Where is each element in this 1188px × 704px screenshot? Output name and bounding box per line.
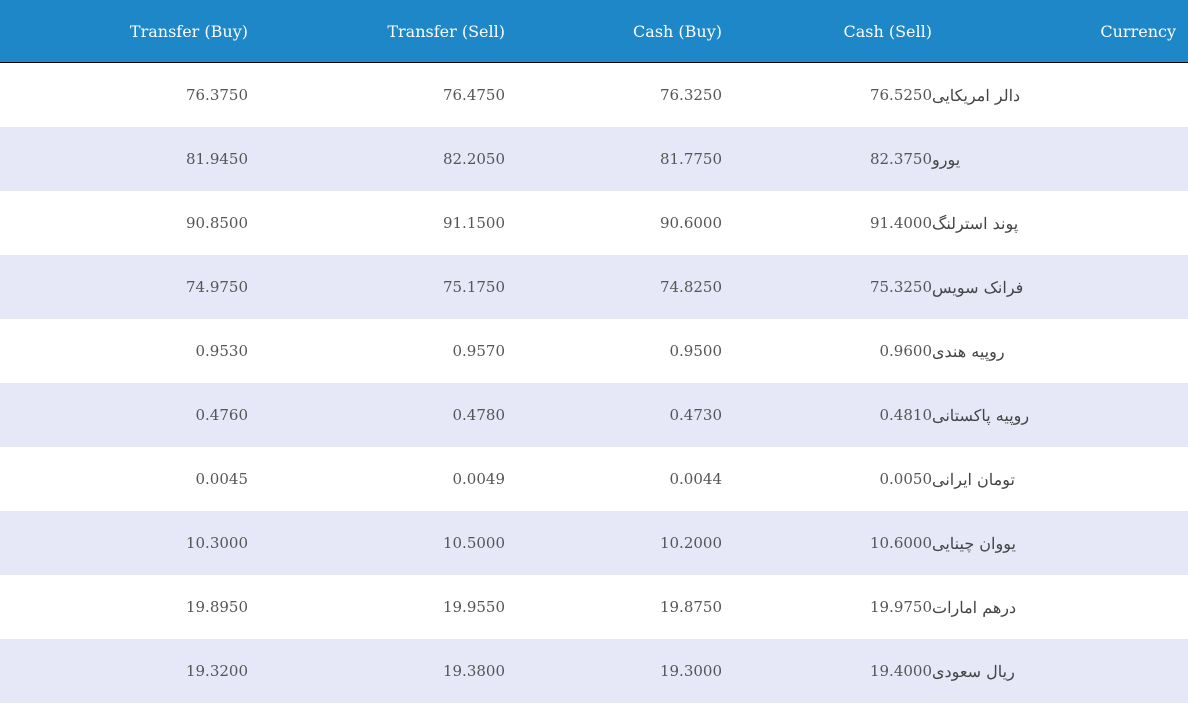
cell-transfer-buy: 0.9530	[195, 342, 249, 360]
cell-cash-sell: 10.6000	[869, 534, 932, 552]
cell-currency: تومان ایرانی	[932, 469, 1015, 489]
cell-transfer-buy: 90.8500	[185, 214, 248, 232]
cell-cash-sell: 0.4810	[879, 406, 933, 424]
cell-cash-buy: 81.7750	[659, 150, 722, 168]
cell-cash-sell: 0.0050	[879, 470, 933, 488]
cell-transfer-buy: 74.9750	[185, 278, 248, 296]
cell-cash-sell: 75.3250	[869, 278, 932, 296]
cell-transfer-sell: 10.5000	[442, 534, 505, 552]
header-cash-buy[interactable]: Cash (Buy)	[505, 0, 722, 63]
cell-transfer-sell: 19.9550	[442, 598, 505, 616]
cell-transfer-sell: 76.4750	[442, 86, 505, 104]
table-body: 76.3750 76.4750 76.3250 76.5250 دالر امر…	[0, 62, 1188, 703]
cell-currency: درهم امارات	[932, 597, 1017, 617]
cell-currency: یورو	[932, 149, 961, 169]
cell-cash-buy: 90.6000	[659, 214, 722, 232]
cell-cash-buy: 76.3250	[659, 86, 722, 104]
cell-currency: فرانک سویس	[932, 277, 1024, 297]
header-cash-sell[interactable]: Cash (Sell)	[722, 0, 932, 63]
cell-cash-buy: 10.2000	[659, 534, 722, 552]
cell-cash-buy: 0.4730	[669, 406, 723, 424]
table-row: 19.3200 19.3800 19.3000 19.4000 ریال سعو…	[0, 639, 1188, 703]
cell-currency: روپیه پاکستانی	[932, 405, 1030, 425]
cell-currency: پوند استرلنگ	[932, 213, 1019, 233]
cell-transfer-buy: 76.3750	[185, 86, 248, 104]
cell-transfer-sell: 0.9570	[452, 342, 506, 360]
cell-cash-sell: 82.3750	[869, 150, 932, 168]
cell-transfer-buy: 0.0045	[195, 470, 249, 488]
cell-transfer-sell: 0.0049	[452, 470, 506, 488]
cell-cash-sell: 19.4000	[869, 662, 932, 680]
cell-currency: ریال سعودی	[932, 661, 1015, 681]
cell-cash-buy: 19.8750	[659, 598, 722, 616]
cell-transfer-buy: 81.9450	[185, 150, 248, 168]
header-transfer-buy[interactable]: Transfer (Buy)	[0, 0, 248, 63]
table-row: 0.9530 0.9570 0.9500 0.9600 روپیه هندی	[0, 319, 1188, 383]
cell-cash-buy: 74.8250	[659, 278, 722, 296]
table-row: 10.3000 10.5000 10.2000 10.6000 یووان چی…	[0, 511, 1188, 575]
cell-transfer-sell: 91.1500	[442, 214, 505, 232]
cell-cash-buy: 0.9500	[669, 342, 723, 360]
cell-transfer-sell: 82.2050	[442, 150, 505, 168]
cell-transfer-buy: 10.3000	[185, 534, 248, 552]
cell-transfer-sell: 0.4780	[452, 406, 506, 424]
header-transfer-sell[interactable]: Transfer (Sell)	[248, 0, 505, 63]
cell-cash-buy: 19.3000	[659, 662, 722, 680]
cell-cash-sell: 19.9750	[869, 598, 932, 616]
cell-currency: دالر امریکایی	[932, 85, 1021, 105]
cell-transfer-sell: 19.3800	[442, 662, 505, 680]
cell-cash-sell: 0.9600	[879, 342, 933, 360]
cell-transfer-buy: 19.3200	[185, 662, 248, 680]
table-row: 90.8500 91.1500 90.6000 91.4000 پوند است…	[0, 191, 1188, 255]
header-row: Transfer (Buy) Transfer (Sell) Cash (Buy…	[0, 0, 1188, 63]
table-row: 81.9450 82.2050 81.7750 82.3750 یورو	[0, 127, 1188, 191]
cell-currency: یووان چینایی	[932, 533, 1016, 553]
table-row: 0.4760 0.4780 0.4730 0.4810 روپیه پاکستا…	[0, 383, 1188, 447]
cell-cash-buy: 0.0044	[669, 470, 723, 488]
cell-transfer-sell: 75.1750	[442, 278, 505, 296]
table-row: 74.9750 75.1750 74.8250 75.3250 فرانک سو…	[0, 255, 1188, 319]
header-currency[interactable]: Currency	[932, 0, 1188, 63]
table-header: Transfer (Buy) Transfer (Sell) Cash (Buy…	[0, 0, 1188, 63]
cell-cash-sell: 91.4000	[869, 214, 932, 232]
table-row: 76.3750 76.4750 76.3250 76.5250 دالر امر…	[0, 62, 1188, 127]
cell-transfer-buy: 0.4760	[195, 406, 249, 424]
cell-cash-sell: 76.5250	[869, 86, 932, 104]
cell-currency: روپیه هندی	[932, 341, 1005, 361]
cell-transfer-buy: 19.8950	[185, 598, 248, 616]
table-row: 0.0045 0.0049 0.0044 0.0050 تومان ایرانی	[0, 447, 1188, 511]
table-row: 19.8950 19.9550 19.8750 19.9750 درهم اما…	[0, 575, 1188, 639]
